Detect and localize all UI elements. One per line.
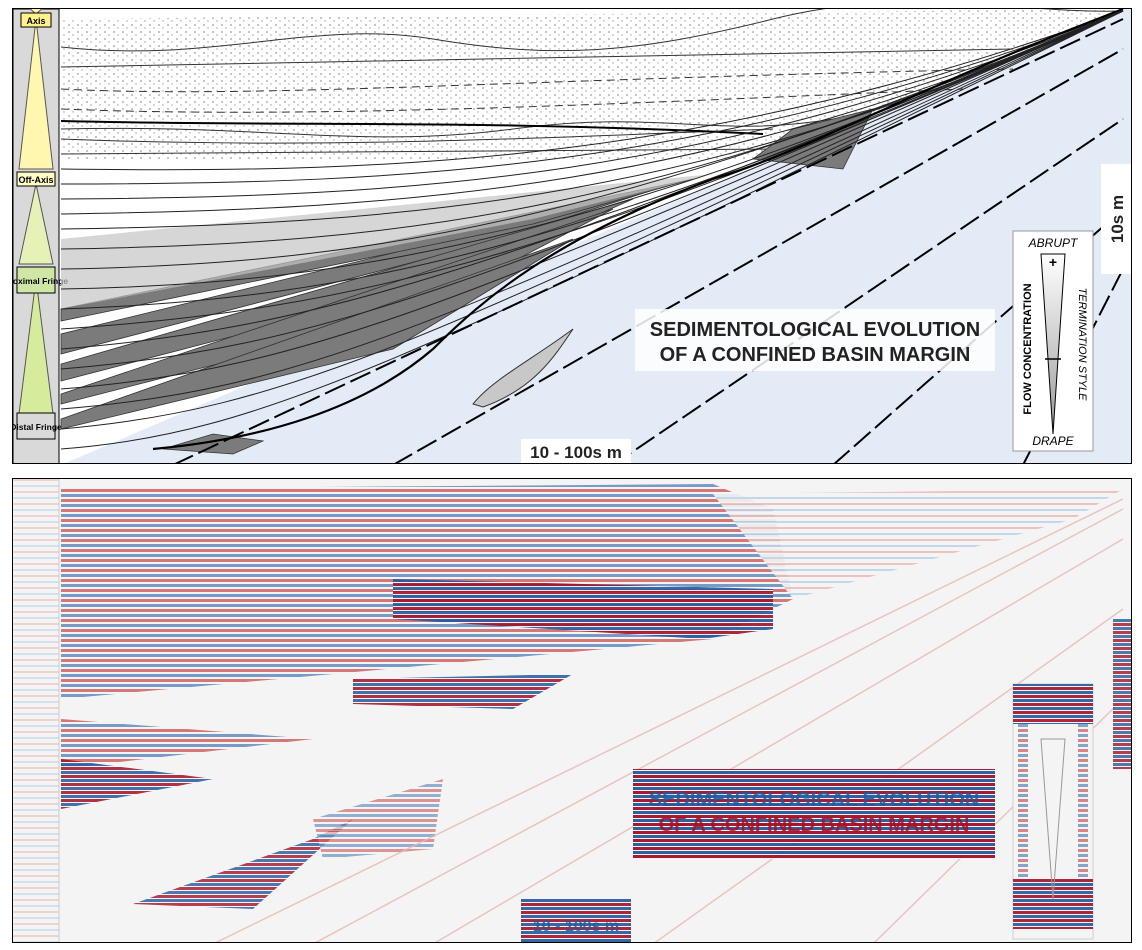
sand-bed-lines	[60, 9, 1124, 155]
facies-column	[13, 9, 60, 463]
title-line-1: SEDIMENTOLOGICAL EVOLUTION	[650, 319, 980, 341]
seismic-title-line-2: OF A CONFINED BASIN MARGIN	[659, 814, 970, 836]
column-label-axis: Axis	[26, 16, 45, 26]
horizontal-scale-label: 10 - 100s m	[530, 443, 622, 462]
seismic-legend-ghost	[1012, 683, 1094, 940]
legend-right-label: TERMINATION STYLE	[1076, 288, 1088, 402]
seismic-scale-block	[521, 899, 631, 942]
seismic-scale-label: 10 - 100s m	[533, 918, 619, 935]
seismic-column-trace	[13, 479, 59, 942]
axis-label-box	[20, 12, 52, 28]
vertical-scale-label: 10s m	[1108, 195, 1127, 243]
strong-reflector	[393, 579, 773, 639]
legend-plus: +	[1049, 254, 1057, 270]
legend-top-label: ABRUPT	[1028, 236, 1079, 250]
legend-box: + ABRUPT DRAPE FLOW CONCENTRATION TERMIN…	[1012, 230, 1094, 452]
legend-left-label: FLOW CONCENTRATION	[1022, 283, 1034, 414]
bedding-lines	[60, 10, 1124, 450]
legend-bottom-label: DRAPE	[1032, 434, 1074, 448]
title-line-2: OF A CONFINED BASIN MARGIN	[660, 344, 971, 366]
seismic-title-block	[633, 769, 995, 859]
geologic-cross-section-panel: Axis Off-Axis Proximal Fringe Distal Fri…	[12, 8, 1132, 464]
column-label-proximal-fringe: Proximal Fringe	[13, 276, 68, 286]
margin-surface	[152, 9, 1124, 451]
seismic-drawing: SEDIMENTOLOGICAL EVOLUTION OF A CONFINED…	[13, 479, 1131, 942]
synthetic-seismic-panel: SEDIMENTOLOGICAL EVOLUTION OF A CONFINED…	[12, 478, 1132, 943]
cross-section-drawing: Axis Off-Axis Proximal Fringe Distal Fri…	[13, 9, 1131, 463]
column-label-off-axis: Off-Axis	[18, 175, 53, 185]
seismic-title-line-1: SEDIMENTOLOGICAL EVOLUTION	[649, 789, 979, 811]
column-label-distal-fringe: Distal Fringe	[13, 422, 62, 432]
